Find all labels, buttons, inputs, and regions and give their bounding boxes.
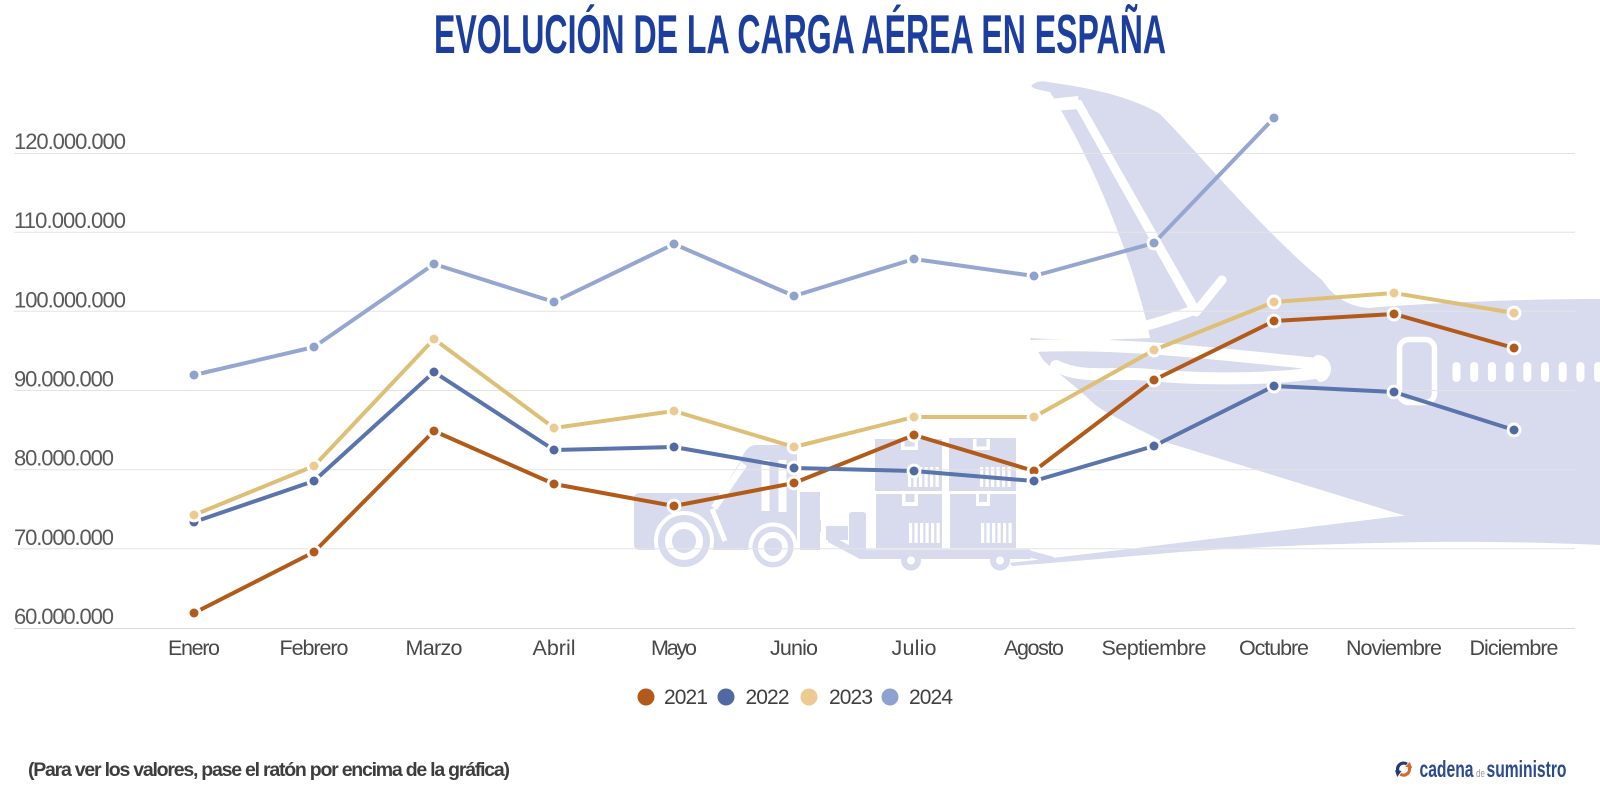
svg-text:Febrero: Febrero — [280, 636, 349, 660]
svg-text:Septiembre: Septiembre — [1102, 636, 1207, 660]
svg-text:cadena: cadena — [1420, 756, 1474, 782]
svg-text:Diciembre: Diciembre — [1470, 636, 1559, 660]
svg-text:70.000.000: 70.000.000 — [14, 525, 114, 550]
svg-text:2022: 2022 — [746, 686, 790, 709]
svg-text:Agosto: Agosto — [1004, 636, 1064, 660]
svg-text:2021: 2021 — [664, 686, 708, 709]
svg-text:Abril: Abril — [533, 636, 576, 660]
svg-text:Julio: Julio — [892, 636, 937, 660]
svg-text:Noviembre: Noviembre — [1346, 636, 1442, 660]
svg-text:de: de — [1476, 768, 1485, 780]
svg-text:110.000.000: 110.000.000 — [14, 208, 126, 233]
svg-text:60.000.000: 60.000.000 — [14, 604, 114, 629]
svg-text:Octubre: Octubre — [1239, 636, 1309, 660]
svg-text:Mayo: Mayo — [651, 636, 697, 660]
svg-text:suministro: suministro — [1487, 756, 1567, 782]
svg-text:2024: 2024 — [909, 686, 953, 709]
svg-text:Junio: Junio — [770, 636, 818, 660]
svg-text:Enero: Enero — [168, 636, 220, 660]
svg-text:EVOLUCIÓN DE LA CARGA AÉREA EN: EVOLUCIÓN DE LA CARGA AÉREA EN ESPAÑA — [434, 3, 1166, 65]
svg-text:2023: 2023 — [829, 686, 873, 709]
svg-text:Marzo: Marzo — [406, 636, 463, 660]
svg-text:90.000.000: 90.000.000 — [14, 367, 114, 392]
svg-text:(Para ver los valores, pase el: (Para ver los valores, pase el ratón por… — [28, 759, 510, 781]
svg-text:80.000.000: 80.000.000 — [14, 446, 114, 471]
svg-text:100.000.000: 100.000.000 — [14, 287, 126, 312]
svg-text:120.000.000: 120.000.000 — [14, 129, 126, 154]
